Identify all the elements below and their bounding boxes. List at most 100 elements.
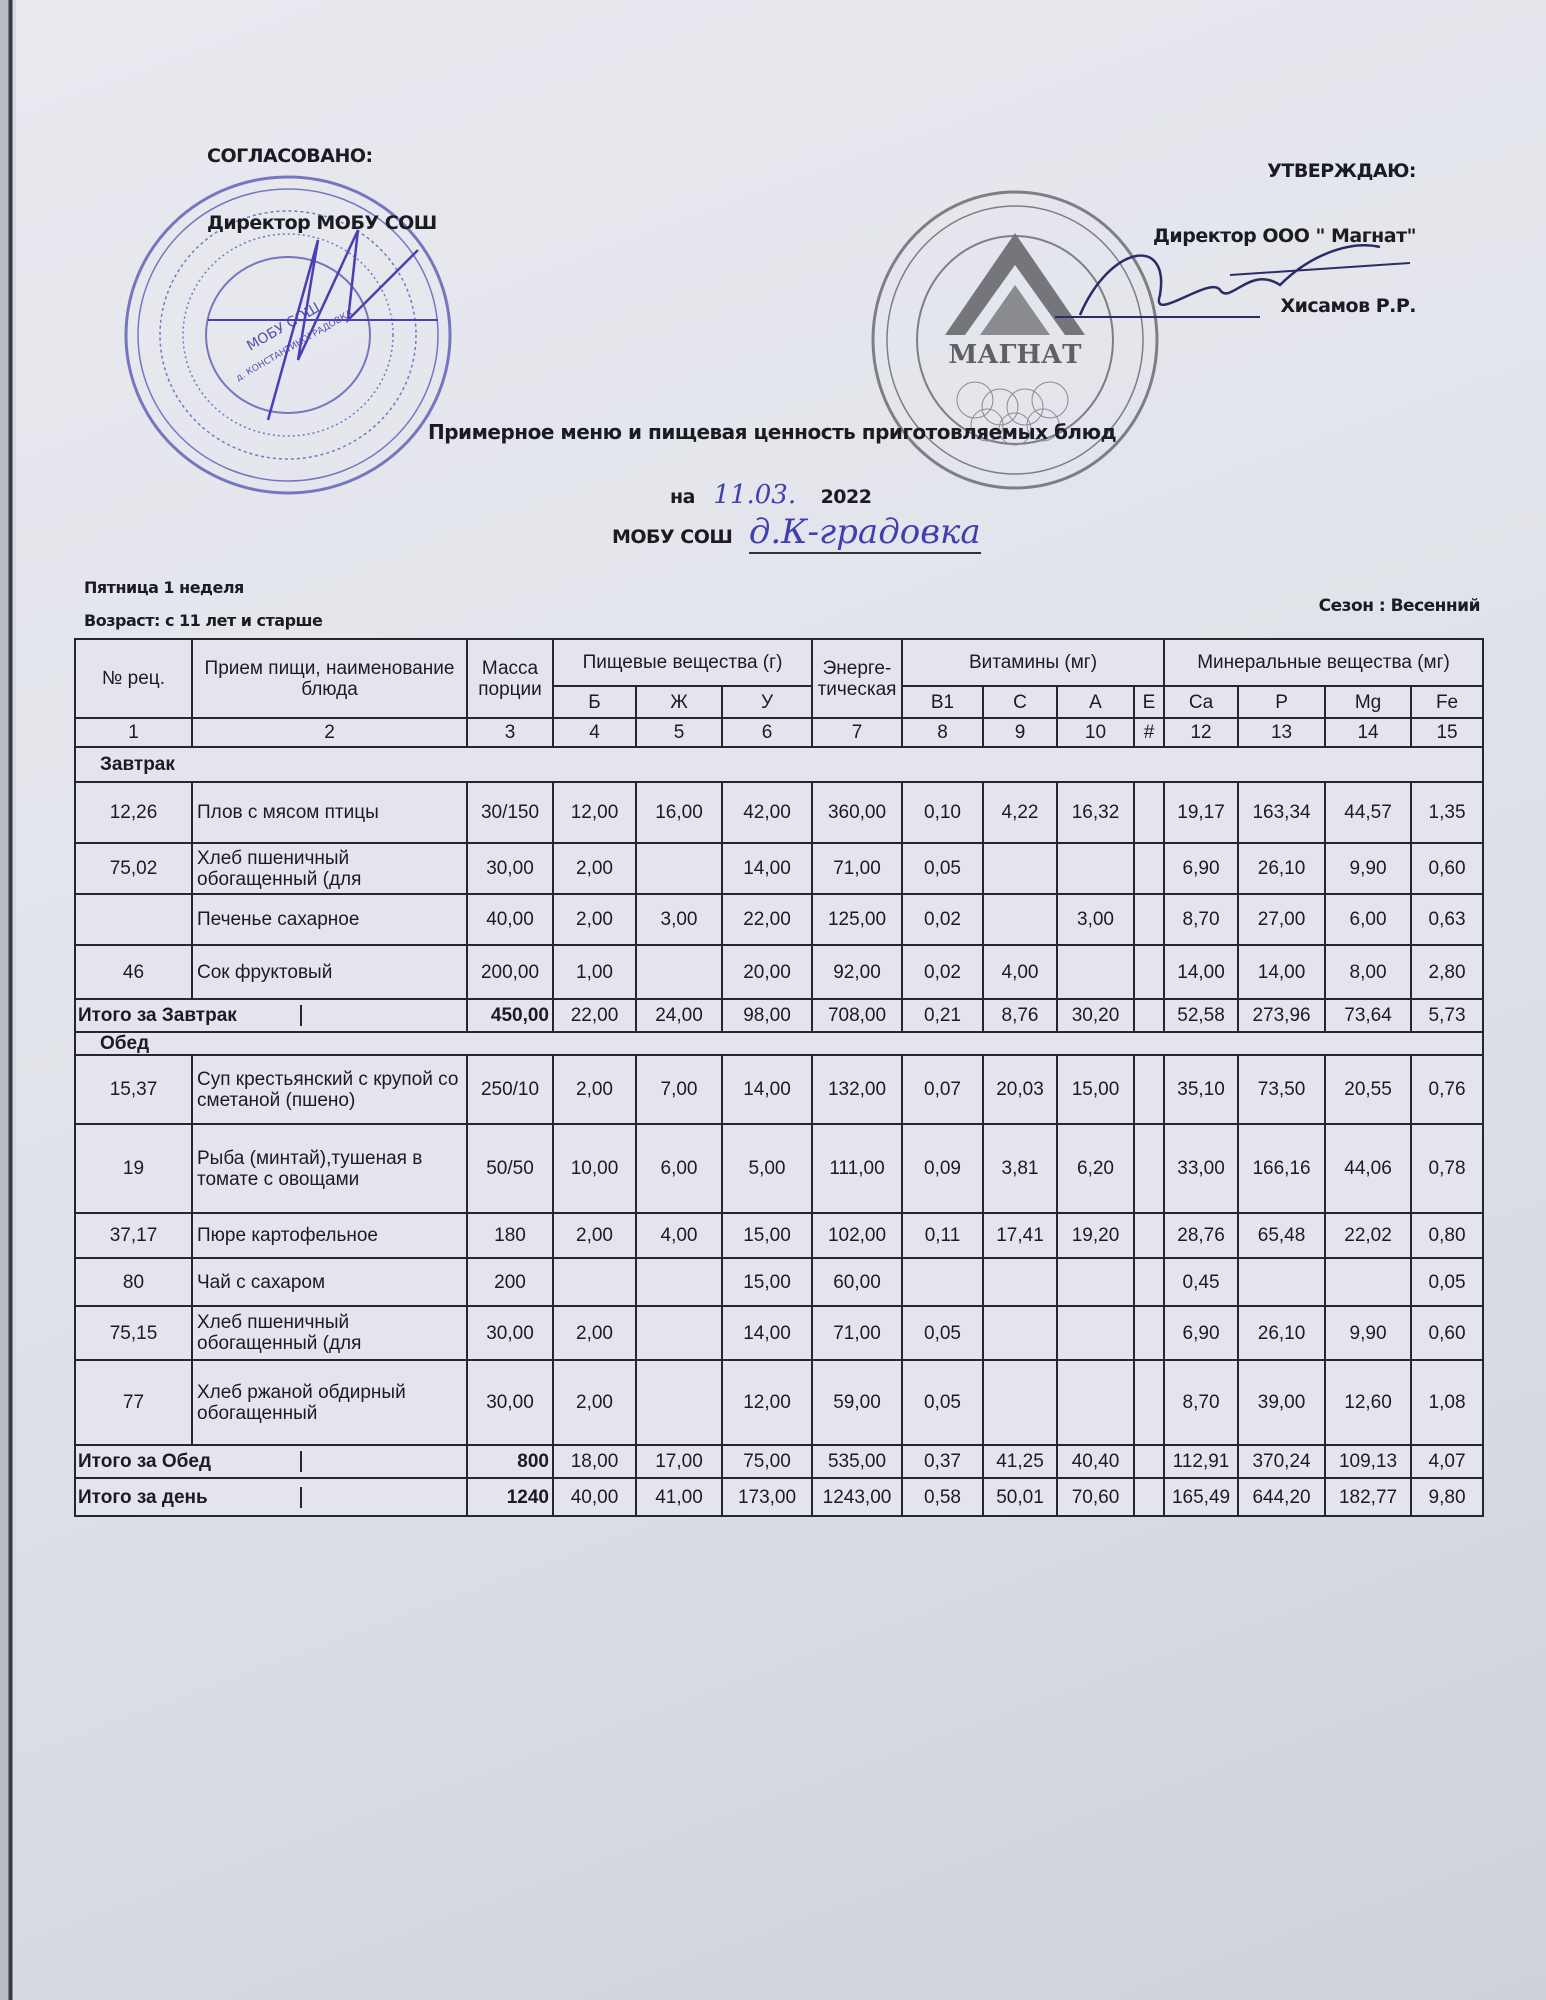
total-value: 1240 [466,1477,554,1517]
value-cell [635,842,723,895]
value-cell: 12,00 [721,1359,813,1446]
header-energy: Энерге-тическая [811,638,903,719]
value-cell [1132,1212,1166,1259]
total-label: Итого за Обед [77,1451,302,1472]
column-number: 7 [811,717,903,748]
value-cell: 0,63 [1410,893,1485,946]
value-cell [982,1359,1058,1446]
section-title: Завтрак [73,746,1485,783]
value-cell: 0,02 [901,893,984,946]
value-cell: 30/150 [466,781,554,844]
recipe-number: 12,26 [74,781,193,844]
value-cell: 71,00 [811,842,903,895]
value-cell: 1,00 [552,944,637,1000]
value-cell [635,1359,723,1446]
value-cell [1132,1305,1166,1361]
value-cell: 14,00 [1237,944,1327,1000]
value-cell [1132,944,1166,1000]
total-label-cell: Итого за день [74,1477,468,1517]
value-cell: 2,00 [552,893,637,946]
value-cell: 71,00 [811,1305,903,1361]
value-cell: 3,00 [1056,893,1135,946]
value-cell: 30,00 [466,1359,554,1446]
menu-table: № рец. Прием пищи, наименование блюда Ма… [73,638,1485,1517]
dish-name: Чай с сахаром [191,1257,468,1307]
total-value: 17,00 [635,1444,723,1479]
signature-right [1055,244,1411,318]
value-cell: 0,05 [1410,1257,1485,1307]
value-cell [1132,1054,1166,1125]
dish-name: Плов с мясом птицы [191,781,468,844]
recipe-number: 75,15 [74,1305,193,1361]
signature-left [266,229,419,421]
value-cell: 250/10 [466,1054,554,1125]
value-cell [1132,893,1166,946]
total-value: 98,00 [721,998,813,1033]
value-cell: 9,90 [1324,1305,1413,1361]
value-cell [552,1257,637,1307]
value-cell [982,1257,1058,1307]
column-number: 8 [901,717,984,748]
total-value: 41,00 [635,1477,723,1517]
table-row: 19 Рыба (минтай),тушеная в томате с овоща… [74,1123,1485,1214]
value-cell: 39,00 [1237,1359,1327,1446]
total-value: 8,76 [982,998,1058,1033]
value-cell: 92,00 [811,944,903,1000]
column-number: 5 [635,717,723,748]
total-value: 708,00 [811,998,903,1033]
total-value: 24,00 [635,998,723,1033]
total-value: 40,40 [1056,1444,1135,1479]
header-mass: Масса порции [466,638,554,719]
table-row: Печенье сахарное 40,00 2,00 3,00 22,00 125,00… [74,893,1485,946]
value-cell: 360,00 [811,781,903,844]
column-number: 6 [721,717,813,748]
section-title: Обед [73,1031,1485,1056]
value-cell: 6,20 [1056,1123,1135,1214]
school-line: МОБУ СОШ д.К-градовка [612,512,981,554]
approve-name: Хисамов Р.Р. [1280,295,1416,317]
header-minerals: Минеральные вещества (мг) [1163,638,1485,687]
total-value: 182,77 [1324,1477,1413,1517]
total-value: 644,20 [1237,1477,1327,1517]
value-cell: 44,57 [1324,781,1413,844]
total-value: 112,91 [1163,1444,1240,1479]
total-value: 75,00 [721,1444,813,1479]
value-cell: 0,80 [1410,1212,1485,1259]
value-cell: 10,00 [552,1123,637,1214]
date-year: 2022 [820,486,872,508]
value-cell: 16,32 [1056,781,1135,844]
value-cell [1132,842,1166,895]
value-cell: 2,00 [552,1305,637,1361]
total-label: Итого за Завтрак [77,1005,302,1026]
value-cell: 102,00 [811,1212,903,1259]
value-cell [1132,1257,1166,1307]
value-cell: 19,17 [1163,781,1240,844]
recipe-number: 80 [74,1257,193,1307]
total-value: 22,00 [552,998,637,1033]
total-value [1132,1477,1166,1517]
total-value: 173,00 [721,1477,813,1517]
subheader-0: Б [552,685,637,719]
value-cell: 30,00 [466,1305,554,1361]
value-cell: 3,81 [982,1123,1058,1214]
total-value: 4,07 [1410,1444,1485,1479]
recipe-number: 46 [74,944,193,1000]
total-value: 40,00 [552,1477,637,1517]
total-value: 50,01 [982,1477,1058,1517]
value-cell: 8,00 [1324,944,1413,1000]
value-cell [901,1257,984,1307]
value-cell: 3,00 [635,893,723,946]
value-cell: 60,00 [811,1257,903,1307]
value-cell: 20,00 [721,944,813,1000]
total-value: 9,80 [1410,1477,1485,1517]
value-cell: 22,00 [721,893,813,946]
dish-name: Рыба (минтай),тушеная в томате с овощами [191,1123,468,1214]
value-cell: 30,00 [466,842,554,895]
breakfast-total-row: Итого за Завтрак 450,00 22,00 24,00 98,00 708… [74,998,1485,1033]
value-cell: 14,00 [721,1054,813,1125]
value-cell: 0,02 [901,944,984,1000]
total-value: 450,00 [466,998,554,1033]
value-cell: 0,45 [1163,1257,1240,1307]
value-cell: 28,76 [1163,1212,1240,1259]
dish-name: Пюре картофельное [191,1212,468,1259]
